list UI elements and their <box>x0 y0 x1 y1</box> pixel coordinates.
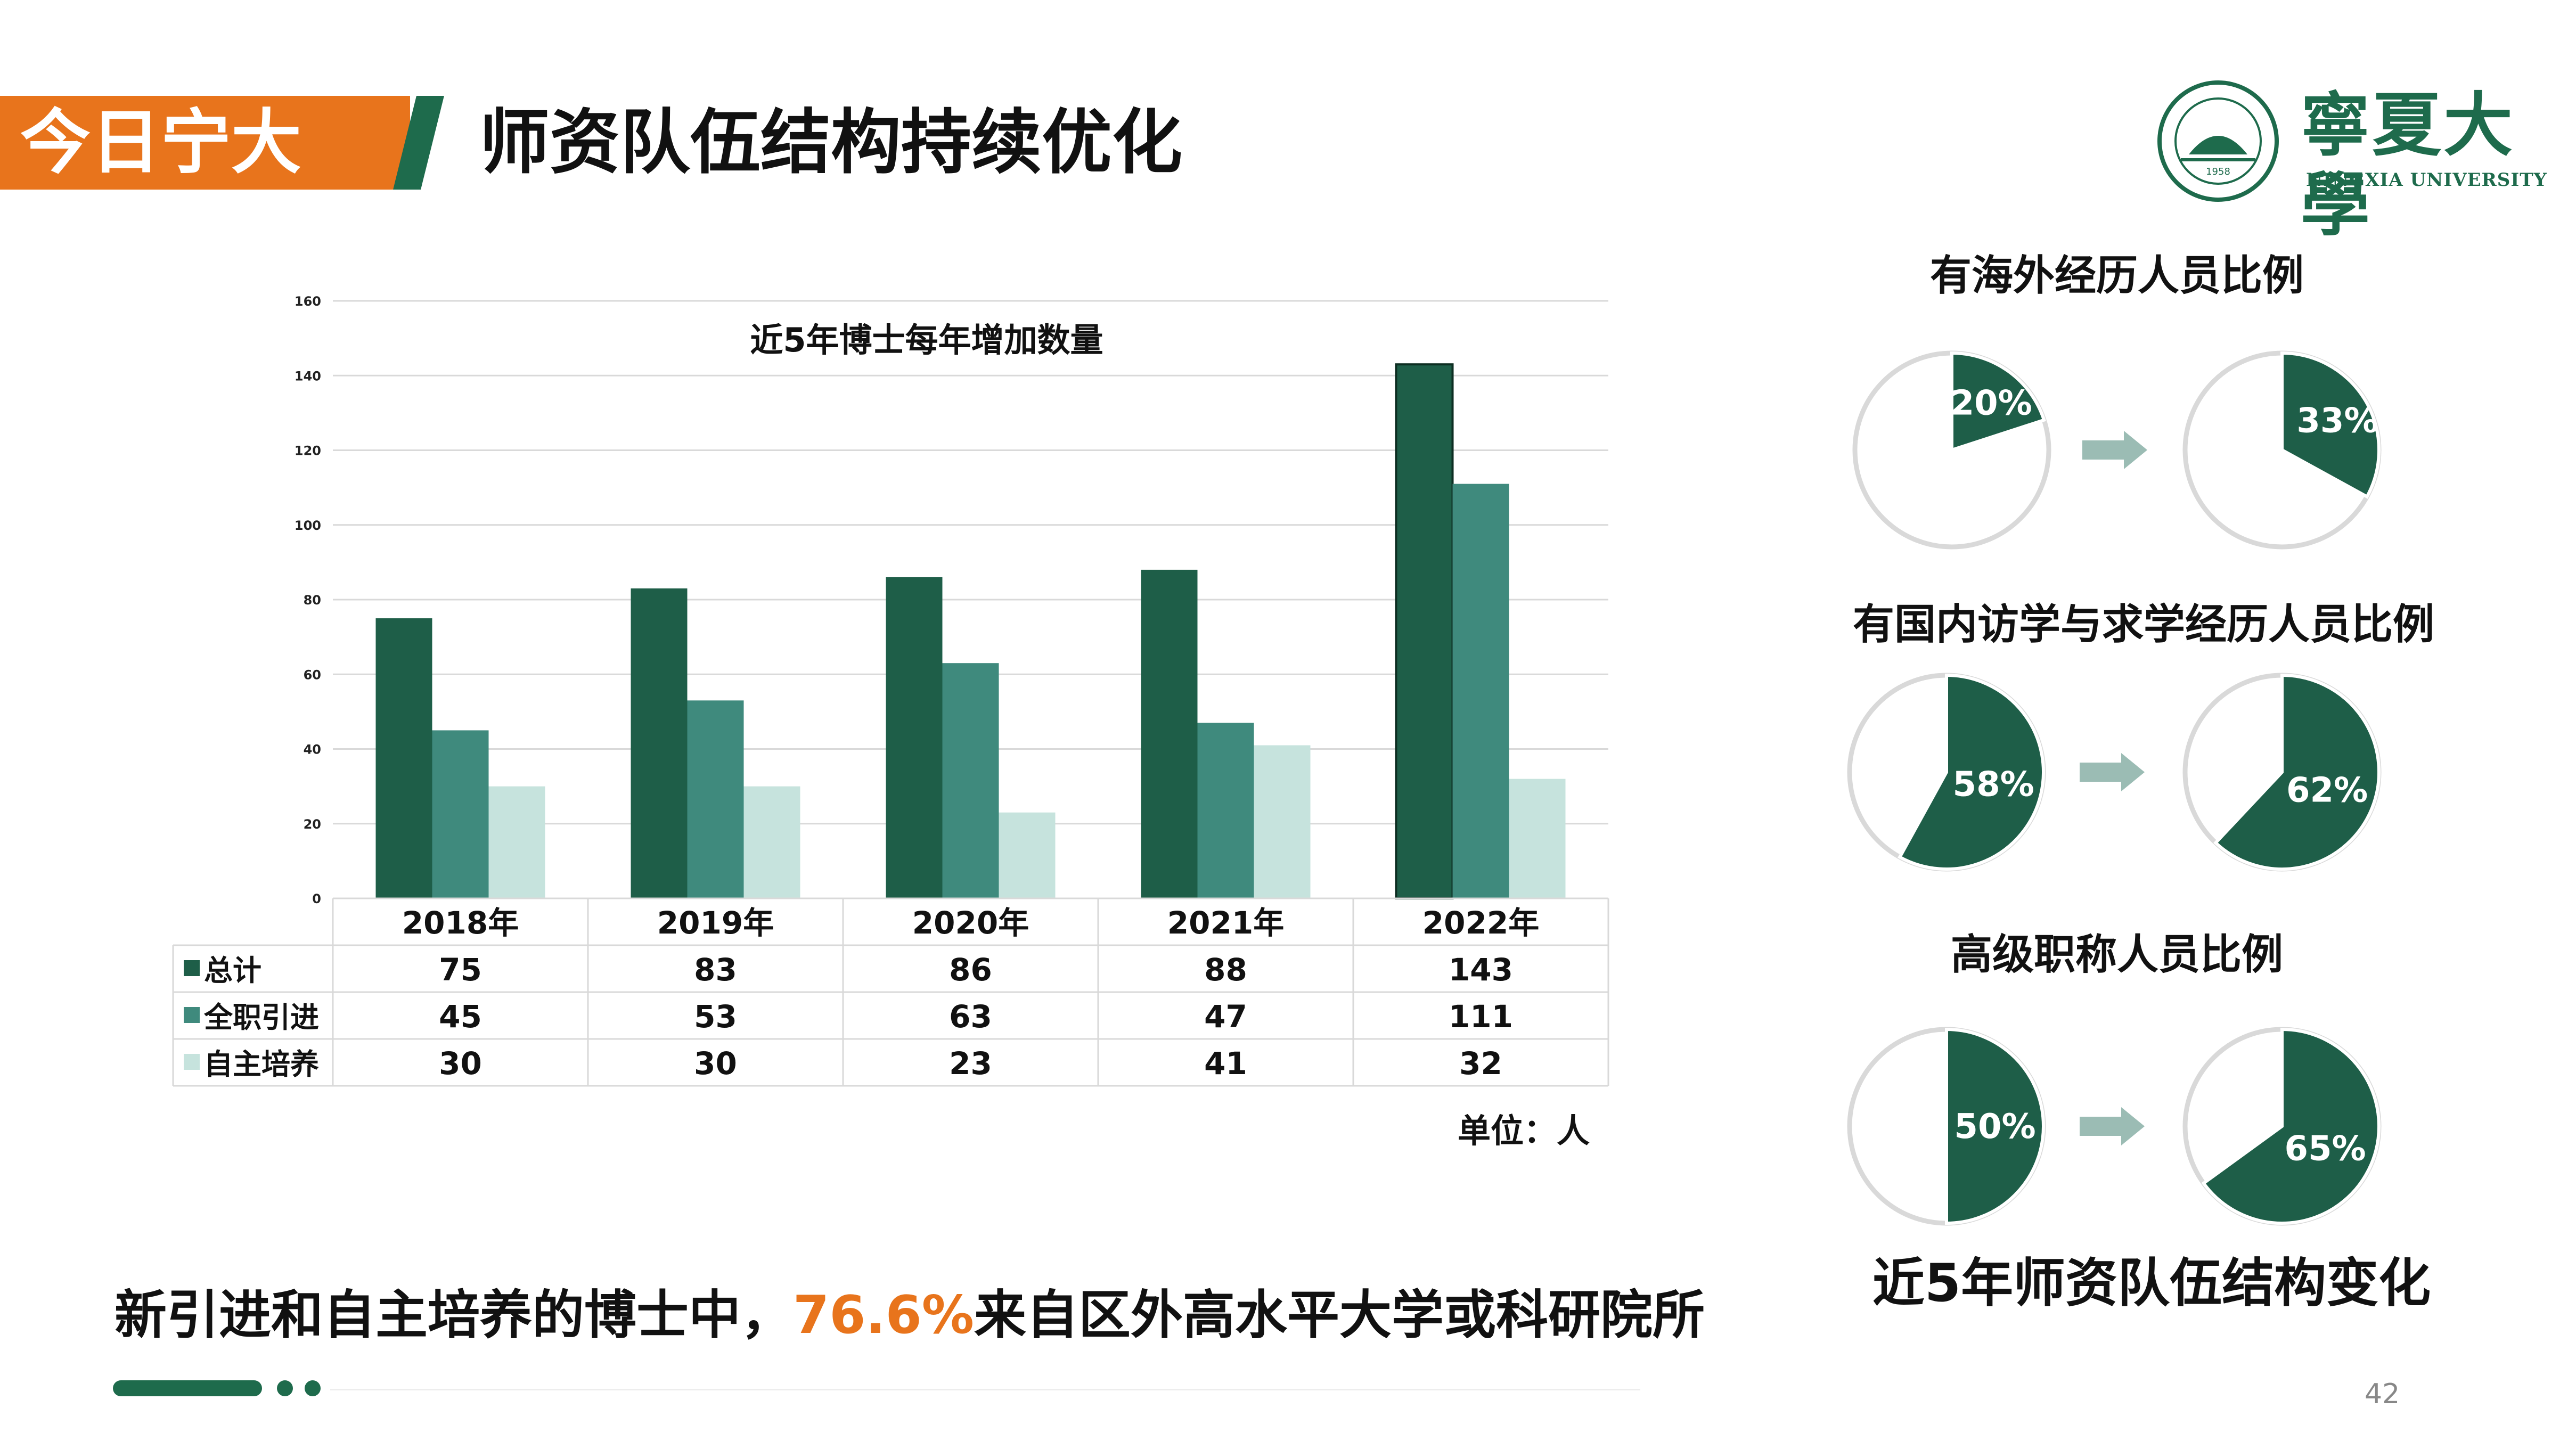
y-tick-label: 160 <box>295 294 321 309</box>
pie-before-1-slice <box>1898 673 2045 871</box>
table-value: 30 <box>694 1045 737 1082</box>
y-tick-label: 100 <box>295 518 321 533</box>
table-value: 88 <box>1204 952 1247 988</box>
pie-after-1: 62% <box>2182 673 2382 872</box>
pie-before-1: 58% <box>1847 673 2046 872</box>
pie-before-0-label: 20% <box>1951 384 2032 423</box>
legend-label: 全职引进 <box>203 1001 319 1034</box>
bar-1-2 <box>942 663 999 898</box>
x-category-label: 2019年 <box>657 905 774 941</box>
pie-before-1-label: 58% <box>1953 765 2034 805</box>
bar-0-1 <box>631 588 688 898</box>
pie-before-2-slice <box>1945 1027 2045 1225</box>
bar-0-4 <box>1395 363 1454 899</box>
bar-0-2 <box>886 577 943 898</box>
decorative-dot <box>305 1380 321 1396</box>
page-title: 师资队伍结构持续优化 <box>479 102 1182 184</box>
bottom-statement-prefix: 新引进和自主培养的博士中， <box>115 1285 794 1346</box>
pie-after-1-label: 62% <box>2286 771 2368 810</box>
legend-swatch <box>184 1054 200 1070</box>
page-number: 42 <box>2365 1378 2400 1410</box>
university-seal-logo: 1958 <box>2157 80 2279 202</box>
bottom-statement: 新引进和自主培养的博士中，76.6%来自区外高水平大学或科研院所 <box>115 1283 1705 1347</box>
seal-year: 1958 <box>2206 166 2230 177</box>
table-value: 30 <box>439 1045 482 1082</box>
table-value: 47 <box>1204 998 1247 1035</box>
unit-note: 单位：人 <box>1458 1111 1590 1150</box>
pie-after-2-label: 65% <box>2284 1129 2366 1168</box>
x-category-label: 2020年 <box>912 905 1029 941</box>
legend-swatch <box>184 1007 200 1023</box>
chart-title: 近5年博士每年增加数量 <box>750 321 1103 359</box>
table-value: 45 <box>439 998 482 1035</box>
legend-swatch <box>184 960 200 976</box>
legend-label: 自主培养 <box>204 1047 319 1081</box>
right-panel-caption: 近5年师资队伍结构变化 <box>1872 1253 2431 1314</box>
university-name-cn: 寧夏大學 <box>2301 84 2515 245</box>
y-tick-label: 0 <box>312 891 321 906</box>
pie-after-2: 65% <box>2182 1027 2382 1226</box>
legend-label: 总计 <box>204 954 261 987</box>
pie-title-domestic: 有国内访学与求学经历人员比例 <box>1852 601 2434 649</box>
bar-1-3 <box>1197 723 1254 898</box>
y-tick-label: 40 <box>304 742 321 757</box>
table-value: 111 <box>1449 998 1513 1035</box>
pie-after-0-label: 33% <box>2296 401 2378 440</box>
bar-1-0 <box>432 730 489 898</box>
y-tick-label: 60 <box>304 667 321 682</box>
table-value: 143 <box>1449 952 1513 988</box>
bar-2-3 <box>1254 745 1311 898</box>
university-name-en: NINGXIA UNIVERSITY <box>2306 169 2547 191</box>
bar-2-4 <box>1509 779 1566 898</box>
pie-after-0-slice <box>2280 351 2381 499</box>
pie-after-1-slice <box>2213 673 2381 871</box>
decorative-line <box>330 1389 1640 1390</box>
pie-title-senior: 高级职称人员比例 <box>1950 931 2283 979</box>
pie-after-0: 33% <box>2182 350 2382 550</box>
pie-before-2-label: 50% <box>1954 1107 2035 1147</box>
pie-before-2: 50% <box>1847 1027 2046 1226</box>
header-tag-background <box>0 96 410 190</box>
arrow-right-icon <box>2080 753 2145 791</box>
arrow-right-icon <box>2082 431 2147 469</box>
bar-0-0 <box>375 618 432 898</box>
bottom-statement-suffix: 来自区外高水平大学或科研院所 <box>974 1285 1705 1346</box>
y-tick-label: 80 <box>304 593 321 608</box>
bar-0-3 <box>1141 569 1198 898</box>
header-tag: 今日宁大 <box>20 102 301 184</box>
pie-before-0-slice <box>1950 351 2046 453</box>
table-value: 32 <box>1459 1045 1502 1082</box>
bar-1-4 <box>1452 484 1509 898</box>
bar-2-0 <box>488 786 545 898</box>
table-value: 75 <box>439 952 482 988</box>
pie-title-overseas: 有海外经历人员比例 <box>1929 252 2304 300</box>
bottom-statement-highlight: 76.6% <box>793 1285 975 1346</box>
table-value: 41 <box>1204 1045 1247 1082</box>
decorative-bar <box>113 1380 262 1396</box>
table-value: 83 <box>694 952 737 988</box>
pie-before-0: 20% <box>1852 350 2051 550</box>
y-tick-label: 120 <box>295 444 321 459</box>
table-value: 86 <box>949 952 992 988</box>
decorative-dot <box>277 1380 293 1396</box>
x-category-label: 2022年 <box>1422 905 1539 941</box>
pie-after-2-slice <box>2201 1027 2381 1225</box>
x-category-label: 2018年 <box>402 905 519 941</box>
table-value: 63 <box>949 998 992 1035</box>
x-category-label: 2021年 <box>1167 905 1284 941</box>
table-value: 53 <box>694 998 737 1035</box>
bar-2-1 <box>743 786 800 898</box>
bar-1-1 <box>687 700 744 898</box>
table-value: 23 <box>949 1045 992 1082</box>
bar-2-2 <box>999 812 1056 898</box>
y-tick-label: 20 <box>304 817 321 832</box>
y-tick-label: 140 <box>295 369 321 383</box>
arrow-right-icon <box>2080 1107 2145 1145</box>
